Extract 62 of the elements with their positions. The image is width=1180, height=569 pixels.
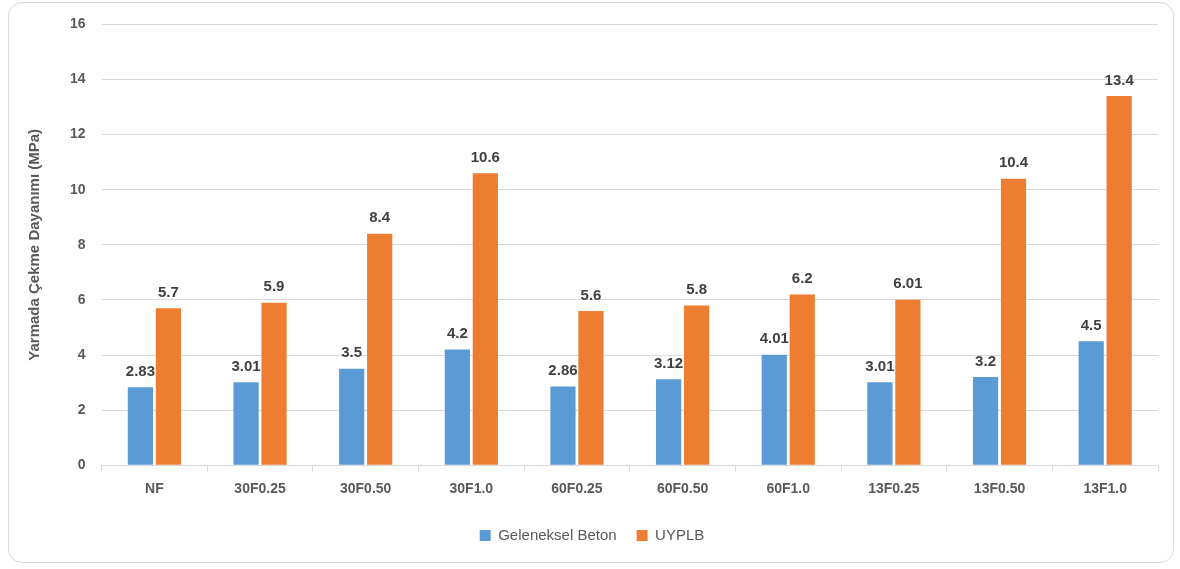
bar xyxy=(789,294,815,465)
y-tick-label: 16 xyxy=(69,15,86,32)
y-axis-title: Yarmada Çekme Dayanımı (MPa) xyxy=(25,128,43,361)
x-tick-label: 30F1.0 xyxy=(449,480,494,497)
bar xyxy=(367,233,393,465)
data-label: 3.01 xyxy=(865,356,895,374)
legend-label: Geleneksel Beton xyxy=(498,525,617,543)
y-tick-label: 14 xyxy=(69,70,86,87)
data-label: 3.12 xyxy=(654,353,684,371)
bar xyxy=(656,379,682,465)
bar xyxy=(578,310,604,465)
x-tick-label: NF xyxy=(145,480,165,497)
data-label: 2.83 xyxy=(125,361,155,379)
x-tick-label: 60F1.0 xyxy=(766,480,811,497)
bar xyxy=(1000,178,1027,465)
bar xyxy=(339,368,365,465)
y-tick-label: 12 xyxy=(69,125,86,142)
data-label: 4.01 xyxy=(759,329,789,347)
y-tick-label: 4 xyxy=(77,345,86,362)
bar xyxy=(233,382,259,465)
bar xyxy=(261,302,287,465)
data-label: 4.2 xyxy=(446,324,468,342)
bar xyxy=(867,382,893,465)
x-tick-label: 13F0.50 xyxy=(973,480,1026,497)
data-label: 5.8 xyxy=(686,280,708,298)
y-tick-label: 0 xyxy=(77,456,86,473)
bar xyxy=(972,377,999,465)
bar xyxy=(155,308,181,465)
data-label: 5.9 xyxy=(263,277,285,295)
y-tick-label: 6 xyxy=(77,290,86,307)
bar xyxy=(895,299,921,465)
y-tick-label: 8 xyxy=(77,235,86,252)
data-label: 10.4 xyxy=(998,153,1029,171)
x-tick-label: 13F0.25 xyxy=(868,480,920,497)
data-label: 4.5 xyxy=(1080,315,1102,333)
data-label: 10.6 xyxy=(470,147,500,165)
data-label: 3.2 xyxy=(975,351,996,369)
bar xyxy=(127,387,153,465)
data-label: 6.01 xyxy=(893,274,923,292)
data-label: 5.7 xyxy=(157,282,179,300)
data-label: 3.01 xyxy=(231,356,261,374)
bar xyxy=(761,354,787,465)
x-tick-label: 30F0.25 xyxy=(234,480,286,497)
legend-label: UYPLB xyxy=(655,525,705,543)
bar xyxy=(684,305,710,465)
x-tick-label: 60F0.50 xyxy=(656,480,709,497)
data-label: 6.2 xyxy=(791,269,813,287)
data-label: 8.4 xyxy=(369,208,391,226)
bar xyxy=(1106,96,1132,465)
x-tick-label: 30F0.50 xyxy=(339,480,392,497)
bar xyxy=(472,173,498,465)
bar xyxy=(1078,341,1104,465)
data-label: 13.4 xyxy=(1104,70,1135,88)
x-tick-label: 13F1.0 xyxy=(1083,480,1128,497)
x-tick-label: 60F0.25 xyxy=(551,480,603,497)
bar xyxy=(444,349,470,465)
bar xyxy=(550,386,576,465)
y-tick-label: 2 xyxy=(77,400,86,417)
data-label: 5.6 xyxy=(580,285,602,303)
y-tick-label: 10 xyxy=(69,180,86,197)
data-label: 3.5 xyxy=(341,343,363,361)
data-label: 2.86 xyxy=(548,361,578,379)
